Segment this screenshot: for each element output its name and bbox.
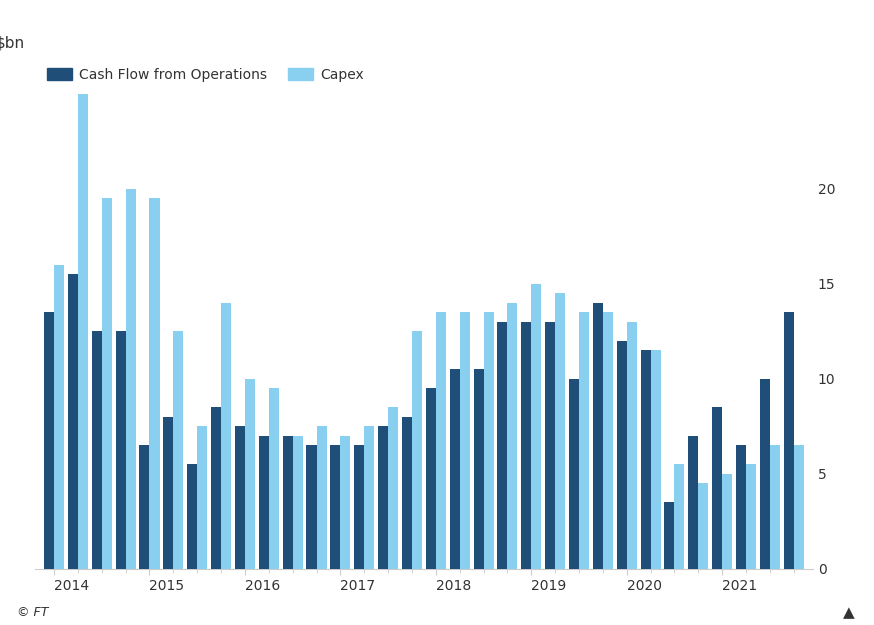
Text: © FT: © FT	[17, 606, 49, 619]
Bar	[436, 312, 446, 569]
Bar	[712, 408, 722, 569]
Bar	[330, 445, 340, 569]
Bar	[388, 408, 399, 569]
Bar	[784, 312, 794, 569]
Bar	[307, 445, 316, 569]
Bar	[474, 369, 483, 569]
Bar	[101, 199, 112, 569]
Bar	[746, 464, 756, 569]
Bar	[78, 94, 88, 569]
Text: $bn: $bn	[0, 36, 25, 51]
Bar	[115, 331, 126, 569]
Legend: Cash Flow from Operations, Capex: Cash Flow from Operations, Capex	[42, 62, 370, 88]
Bar	[770, 445, 780, 569]
Bar	[664, 503, 675, 569]
Bar	[545, 322, 555, 569]
Bar	[521, 322, 531, 569]
Bar	[483, 312, 494, 569]
Bar	[378, 426, 388, 569]
Bar	[555, 293, 565, 569]
Bar	[641, 351, 650, 569]
Bar	[126, 189, 135, 569]
Bar	[675, 464, 684, 569]
Bar	[68, 274, 78, 569]
Bar	[354, 445, 364, 569]
Bar	[44, 312, 54, 569]
Bar	[688, 436, 698, 569]
Bar	[497, 322, 508, 569]
Bar	[650, 351, 661, 569]
Bar	[198, 426, 207, 569]
Bar	[92, 331, 101, 569]
Bar	[340, 436, 350, 569]
Bar	[316, 426, 327, 569]
Bar	[259, 436, 269, 569]
Bar	[426, 388, 436, 569]
Bar	[293, 436, 302, 569]
Bar	[402, 417, 412, 569]
Bar	[603, 312, 613, 569]
Bar	[211, 408, 221, 569]
Bar	[173, 331, 184, 569]
Bar	[531, 284, 541, 569]
Bar	[794, 445, 804, 569]
Bar	[569, 379, 579, 569]
Bar	[221, 303, 231, 569]
Bar	[449, 369, 460, 569]
Bar	[736, 445, 746, 569]
Bar	[579, 312, 589, 569]
Bar	[245, 379, 255, 569]
Bar	[54, 265, 64, 569]
Bar	[593, 303, 603, 569]
Bar	[617, 341, 627, 569]
Bar	[508, 303, 517, 569]
Bar	[140, 445, 149, 569]
Bar	[698, 483, 708, 569]
Bar	[760, 379, 770, 569]
Bar	[269, 388, 279, 569]
Bar	[163, 417, 173, 569]
Bar	[460, 312, 469, 569]
Bar	[722, 474, 732, 569]
Bar	[187, 464, 198, 569]
Bar	[282, 436, 293, 569]
Bar	[235, 426, 245, 569]
Bar	[412, 331, 422, 569]
Bar	[627, 322, 637, 569]
Text: ▲: ▲	[843, 606, 855, 621]
Bar	[364, 426, 374, 569]
Bar	[149, 199, 160, 569]
